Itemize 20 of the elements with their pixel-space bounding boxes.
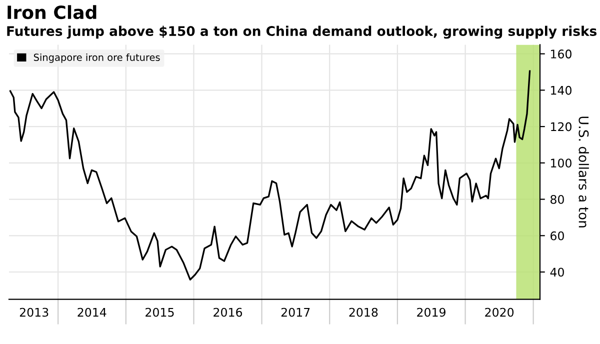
chart-title: Iron Clad (8, 5, 96, 20)
x-tick-label: 2019 (417, 308, 446, 317)
x-tick-label: 2016 (214, 308, 242, 317)
x-tick-label: 2013 (20, 308, 48, 317)
x-tick-label: 2020 (485, 308, 514, 317)
chart-subtitle: Futures jump above $150 a ton on China demand outlook, growing supply risks (7, 26, 596, 39)
x-tick-label: 2017 (281, 308, 310, 317)
y-tick-label: 60 (550, 231, 564, 240)
x-tick-label: 2018 (349, 308, 378, 317)
y-tick-label: 100 (551, 158, 572, 168)
x-tick-label: 2015 (146, 308, 174, 317)
legend-label: Singapore iron ore futures (34, 53, 160, 63)
line-series (9, 70, 531, 280)
y-tick-label: 160 (551, 50, 572, 58)
y-tick-label: 40 (550, 268, 564, 277)
x-tick-label: 2014 (78, 308, 106, 317)
y-tick-label: 120 (551, 122, 572, 132)
y-tick-label: 80 (550, 195, 564, 204)
y-tick-label: 140 (551, 86, 572, 95)
y-axis-title: U.S. dollars a ton (578, 116, 589, 228)
